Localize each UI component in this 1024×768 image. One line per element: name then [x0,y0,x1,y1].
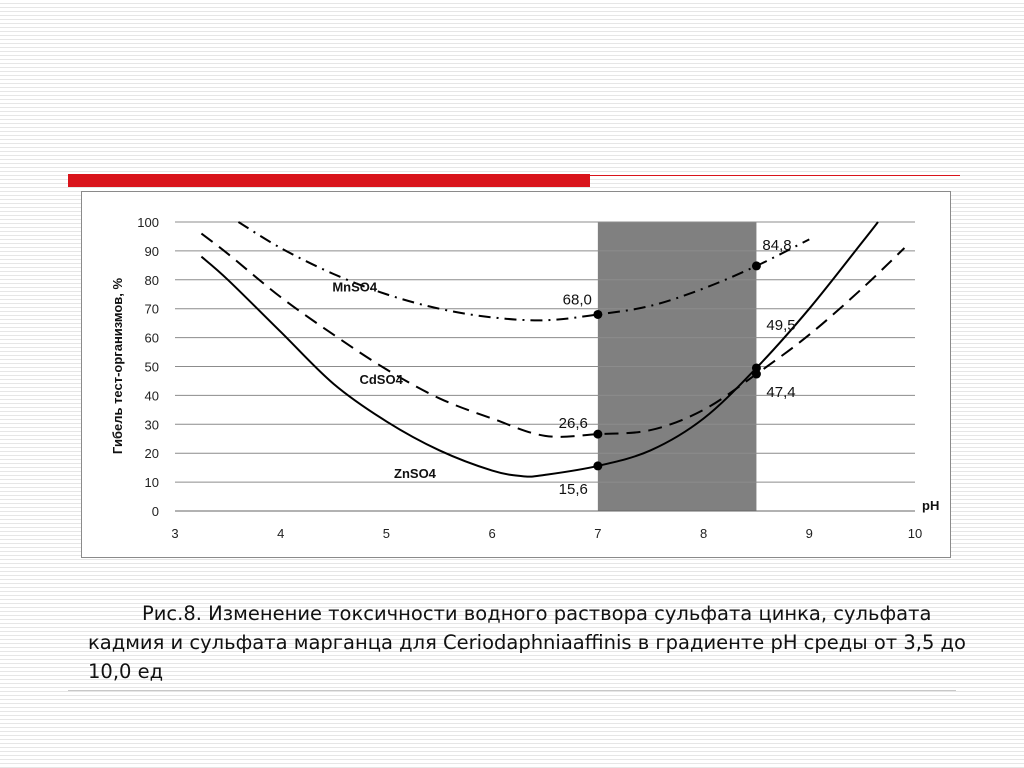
data-label: 26,6 [559,415,588,432]
y-tick-label: 60 [145,331,159,346]
data-point-marker [751,363,761,373]
title-accent-line [590,175,960,176]
figure-caption: Рис.8. Изменение токсичности водного рас… [88,602,966,683]
y-tick-label: 0 [152,504,159,519]
y-tick-label: 50 [145,360,159,375]
series-label-mnso4: MnSO4 [332,279,378,294]
series-label-znso4: ZnSO4 [394,466,437,481]
series-line-cdso4 [200,232,906,438]
data-label: 49,5 [766,317,795,334]
y-tick-label: 100 [137,215,159,230]
data-label: 84,8 [762,237,791,254]
toxicity-chart: 0 10 20 30 40 50 60 70 80 90 100 3 4 5 6 7 8 9 10 MnSO4 68… [110,215,939,541]
data-point-marker [593,429,603,439]
y-tick-label: 10 [145,475,159,490]
x-tick-label: 8 [700,526,707,541]
y-tick-label: 30 [145,417,159,432]
x-tick-label: 5 [383,526,390,541]
x-tick-label: 10 [908,526,922,541]
data-label: 15,6 [559,481,588,498]
x-tick-label: 9 [806,526,813,541]
data-point-marker [593,309,603,319]
y-tick-label: 70 [145,302,159,317]
data-point-marker [593,461,603,471]
data-label: 47,4 [766,384,795,401]
x-tick-label: 3 [171,526,178,541]
data-point-marker [751,261,761,271]
y-tick-label: 20 [145,446,159,461]
x-tick-label: 4 [277,526,284,541]
y-tick-label: 80 [145,273,159,288]
y-tick-label: 90 [145,244,159,259]
x-tick-label: 7 [594,526,601,541]
series-line-znso4 [200,221,879,478]
data-label: 68,0 [563,291,592,308]
series-label-cdso4: CdSO4 [359,372,403,387]
title-accent-bar [68,174,590,187]
y-tick-label: 40 [145,388,159,403]
chart-frame: 0 10 20 30 40 50 60 70 80 90 100 3 4 5 6 7 8 9 10 MnSO4 68… [81,191,951,558]
x-tick-label: 6 [489,526,496,541]
bottom-divider [68,690,956,691]
y-axis-label: Гибель тест-организмов, % [110,277,125,454]
x-axis-label: pH [922,498,939,513]
